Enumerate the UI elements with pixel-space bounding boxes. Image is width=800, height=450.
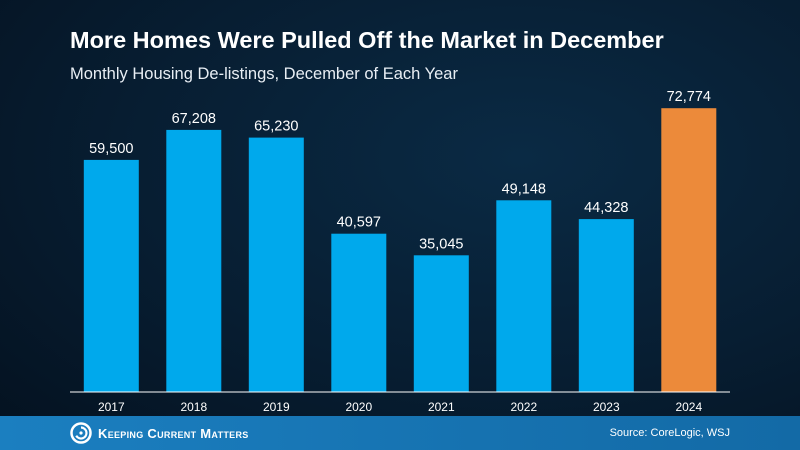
x-tick-label-2024: 2024 (675, 400, 702, 414)
x-tick-label-2020: 2020 (345, 400, 372, 414)
bar-2021 (413, 255, 469, 392)
data-label-2019: 65,230 (254, 119, 298, 135)
bar-2022 (496, 200, 552, 392)
x-tick-label-2021: 2021 (428, 400, 455, 414)
bar-2023 (578, 219, 634, 392)
data-label-2024: 72,774 (667, 89, 711, 105)
x-tick-label-2022: 2022 (510, 400, 537, 414)
footer-bar: Keeping Current Matters Source: CoreLogi… (0, 416, 800, 450)
source-note: Source: CoreLogic, WSJ (609, 427, 730, 439)
x-tick-label-2023: 2023 (593, 400, 620, 414)
brand-logo: Keeping Current Matters (70, 422, 249, 444)
bar-2018 (166, 129, 222, 392)
bar-2024 (661, 108, 717, 392)
bar-2020 (331, 233, 387, 392)
data-label-2022: 49,148 (502, 181, 546, 197)
chart-title: More Homes Were Pulled Off the Market in… (70, 27, 664, 53)
data-label-2017: 59,500 (89, 141, 133, 157)
data-label-2023: 44,328 (584, 200, 628, 216)
bar-chart: 59,500 2017 67,208 2018 65,230 2019 40,597 2020… (83, 89, 717, 414)
data-label-2018: 67,208 (172, 111, 216, 127)
data-label-2021: 35,045 (419, 236, 463, 252)
data-label-2020: 40,597 (337, 215, 381, 231)
bar-2017 (83, 159, 139, 392)
x-tick-label-2018: 2018 (180, 400, 207, 414)
bar-2019 (248, 137, 304, 392)
x-tick-label-2017: 2017 (98, 400, 125, 414)
chart-subtitle: Monthly Housing De-listings, December of… (70, 65, 458, 83)
logo-text: Keeping Current Matters (98, 425, 249, 441)
logo-icon (70, 422, 92, 444)
x-tick-label-2019: 2019 (263, 400, 290, 414)
